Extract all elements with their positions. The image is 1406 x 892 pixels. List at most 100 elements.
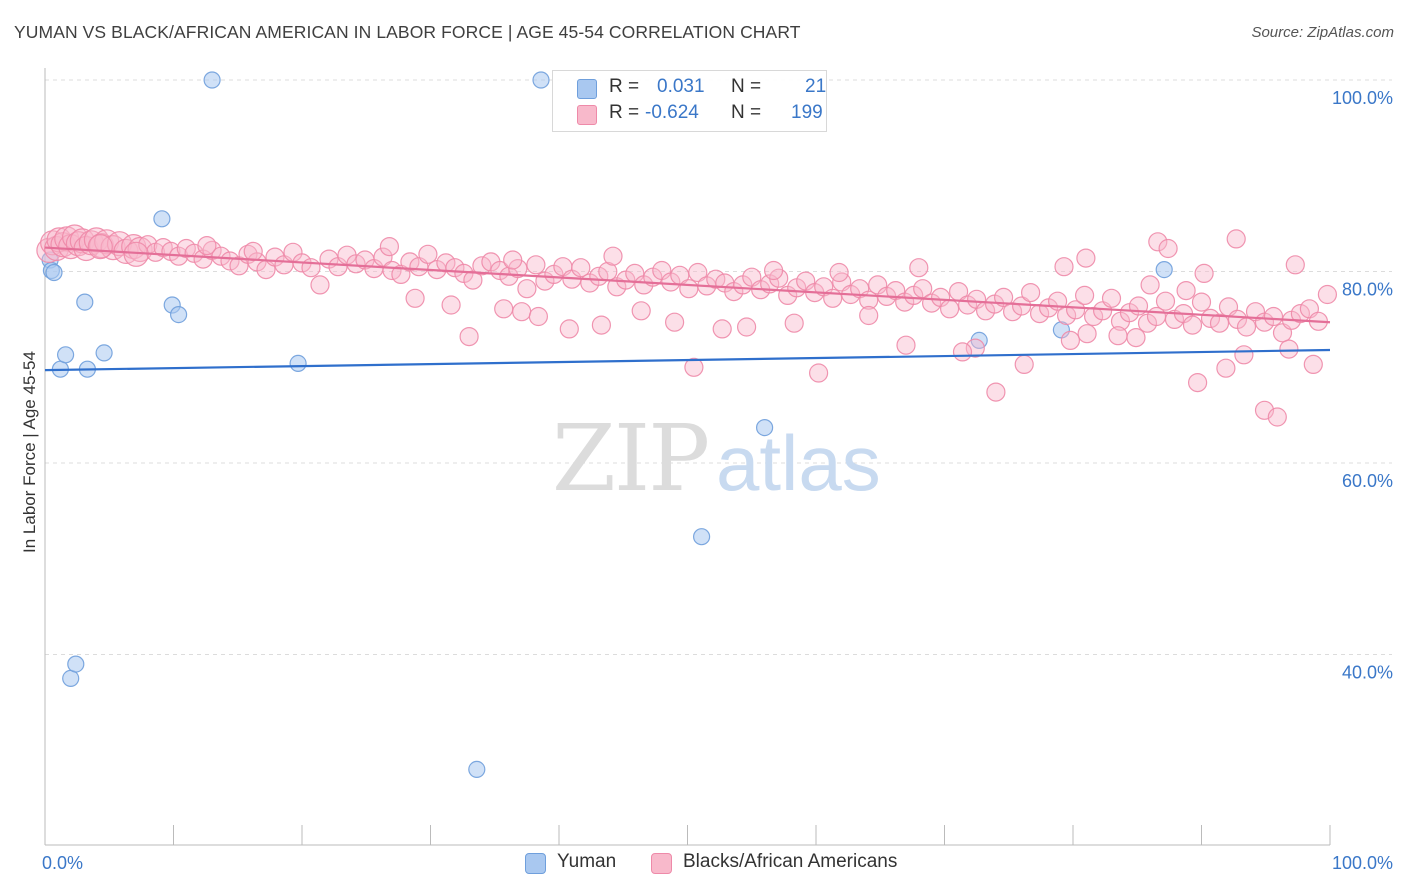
- yuman-point: [203, 71, 221, 89]
- black-point: [631, 301, 651, 321]
- x-tick-label: 100.0%: [1332, 853, 1393, 873]
- y-axis-label-wrap: In Labor Force | Age 45-54: [18, 0, 58, 572]
- black-point: [243, 241, 263, 261]
- legend-n-value: 199: [791, 102, 823, 123]
- black-point: [1020, 283, 1041, 303]
- yuman-point: [289, 354, 307, 372]
- black-point: [1194, 263, 1214, 283]
- black-point: [400, 252, 420, 272]
- black-point: [220, 251, 240, 271]
- black-point: [87, 234, 113, 260]
- black-point: [1140, 275, 1160, 295]
- black-point: [679, 279, 699, 299]
- yuman-point: [170, 306, 188, 324]
- black-point: [559, 319, 579, 339]
- black-point: [1108, 326, 1128, 346]
- black-point: [965, 338, 985, 358]
- black-point: [603, 246, 623, 266]
- y-axis-label: In Labor Force | Age 45-54: [20, 351, 39, 553]
- black-point: [494, 299, 514, 319]
- bottom-legend-label-black: Blacks/African Americans: [683, 851, 898, 872]
- stats-legend: R = 0.031 N = 21 R = -0.624 N = 199: [552, 70, 827, 132]
- black-point: [1074, 285, 1095, 305]
- black-point: [1155, 291, 1176, 311]
- black-point: [1234, 345, 1254, 365]
- black-point: [1303, 354, 1323, 374]
- black-point: [301, 258, 321, 278]
- black-point: [808, 363, 829, 383]
- yuman-point: [56, 346, 75, 364]
- legend-n-label: N =: [731, 76, 762, 97]
- y-tick-label: 60.0%: [1342, 471, 1393, 491]
- legend-r-label: R =: [609, 76, 640, 97]
- black-point: [1148, 232, 1168, 252]
- black-point: [46, 227, 72, 253]
- black-point: [36, 237, 62, 263]
- black-point: [459, 327, 479, 347]
- black-point: [528, 306, 549, 327]
- black-point: [1077, 324, 1097, 344]
- legend-swatch-black: [577, 105, 597, 125]
- black-point: [909, 258, 929, 278]
- black-point: [1267, 407, 1287, 427]
- black-point: [1065, 300, 1086, 320]
- black-point: [517, 279, 537, 299]
- black-point: [1187, 373, 1208, 393]
- yuman-point: [692, 528, 711, 546]
- black-point: [684, 357, 704, 377]
- legend-r-value: 0.031: [657, 76, 705, 97]
- black-point: [1011, 296, 1032, 316]
- black-point: [829, 262, 849, 283]
- watermark-zip: ZIP: [552, 405, 708, 512]
- yuman-point: [153, 210, 171, 228]
- black-point: [736, 317, 757, 337]
- black-point: [993, 287, 1014, 307]
- bottom-legend-label-yuman: Yuman: [557, 851, 617, 872]
- source-credit: Source: ZipAtlas.com: [1251, 24, 1394, 41]
- yuman-point: [755, 419, 774, 437]
- black-point: [512, 302, 532, 322]
- black-point: [1054, 257, 1074, 277]
- yuman-point: [468, 760, 486, 779]
- black-point: [373, 247, 393, 267]
- black-point: [1191, 292, 1212, 312]
- trend-line-yuman: [44, 348, 1331, 372]
- axes: [44, 68, 1331, 846]
- black-point: [712, 319, 732, 339]
- black-point: [1209, 313, 1230, 333]
- series-black-points: [36, 224, 1338, 427]
- y-tick-label: 40.0%: [1342, 663, 1393, 683]
- black-point: [1182, 315, 1203, 335]
- x-tick-labels: 0.0% 100.0%: [42, 853, 1393, 873]
- y-tick-label: 100.0%: [1332, 88, 1393, 108]
- black-point: [896, 335, 916, 355]
- black-point: [571, 258, 591, 278]
- black-point: [463, 270, 483, 290]
- series-yuman-points: [41, 71, 1173, 779]
- yuman-point: [67, 655, 85, 673]
- black-point: [1226, 229, 1246, 249]
- black-point: [526, 255, 546, 275]
- black-point: [1200, 308, 1221, 328]
- watermark-atlas: atlas: [716, 419, 881, 507]
- trend-line-black: [44, 246, 1331, 324]
- black-point: [310, 275, 330, 295]
- legend-n-label: N =: [731, 102, 762, 123]
- black-point: [939, 299, 960, 319]
- black-point: [688, 262, 708, 283]
- chart-title: YUMAN VS BLACK/AFRICAN AMERICAN IN LABOR…: [14, 22, 801, 42]
- bottom-legend-swatch-yuman: [525, 853, 546, 874]
- yuman-point: [45, 263, 63, 282]
- yuman-point: [532, 71, 550, 89]
- black-point: [1076, 248, 1096, 268]
- legend-n-value: 21: [805, 76, 827, 97]
- black-point: [197, 236, 217, 256]
- legend-r-label: R =: [609, 102, 640, 123]
- y-tick-labels: 100.0% 80.0% 60.0% 40.0%: [1332, 88, 1393, 683]
- yuman-point: [1155, 261, 1173, 279]
- black-point: [441, 295, 461, 315]
- black-point: [1317, 284, 1338, 305]
- black-point: [591, 315, 612, 335]
- black-point: [1279, 339, 1299, 359]
